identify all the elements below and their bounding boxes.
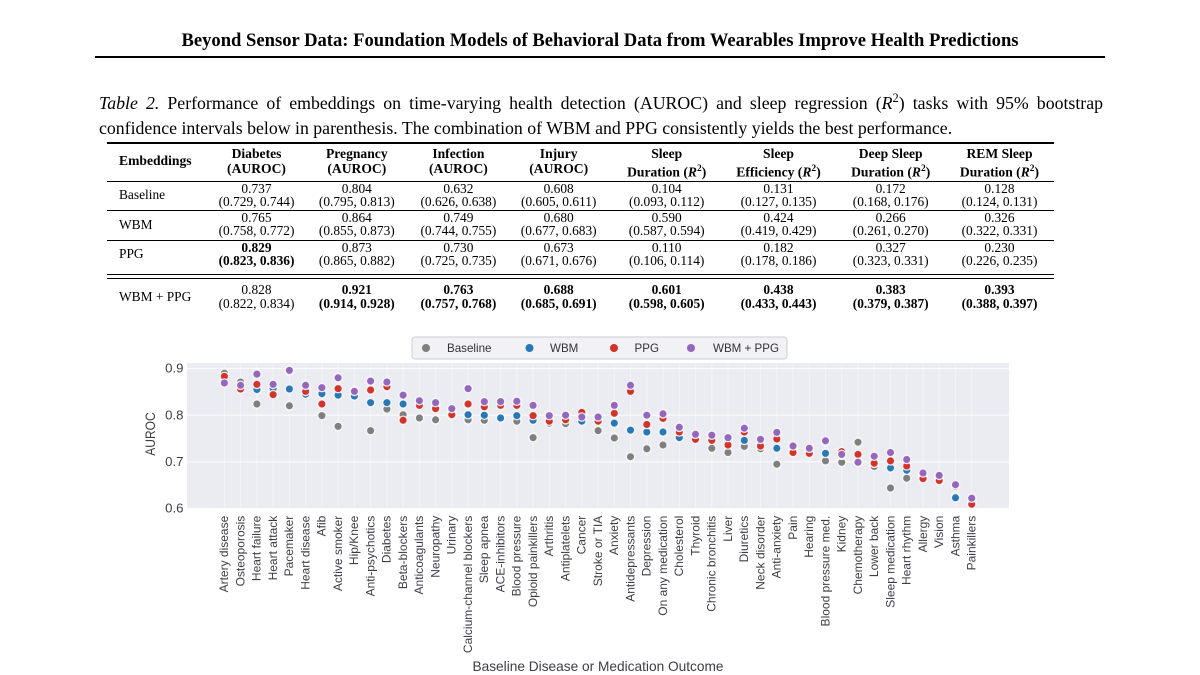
svg-text:Chemotherapy: Chemotherapy xyxy=(851,516,865,595)
svg-text:Depression: Depression xyxy=(640,516,654,577)
svg-text:0.7: 0.7 xyxy=(165,454,183,469)
svg-text:Liver: Liver xyxy=(721,516,735,542)
svg-text:Kidney: Kidney xyxy=(835,516,849,553)
svg-text:Sleep apnea: Sleep apnea xyxy=(477,515,491,583)
svg-text:ACE-inhibitors: ACE-inhibitors xyxy=(493,516,507,593)
svg-text:Hip/Knee: Hip/Knee xyxy=(347,515,361,565)
svg-text:Artery disease: Artery disease xyxy=(217,515,231,592)
svg-text:Heart attack: Heart attack xyxy=(266,515,280,581)
svg-text:0.9: 0.9 xyxy=(165,361,183,376)
svg-text:Heart rhythm: Heart rhythm xyxy=(900,516,914,585)
svg-text:Afib: Afib xyxy=(315,515,329,536)
svg-text:Anticoagulants: Anticoagulants xyxy=(412,516,426,595)
svg-text:Sleep medication: Sleep medication xyxy=(883,516,897,608)
svg-text:Pacemaker: Pacemaker xyxy=(282,516,296,577)
svg-text:Asthma: Asthma xyxy=(948,515,962,556)
svg-text:Diuretics: Diuretics xyxy=(737,516,751,563)
svg-text:Beta-blockers: Beta-blockers xyxy=(396,516,410,589)
svg-text:Hearing: Hearing xyxy=(802,516,816,558)
svg-text:Cholesterol: Cholesterol xyxy=(672,516,686,577)
svg-text:Antiplatelets: Antiplatelets xyxy=(558,516,572,581)
svg-text:Blood pressure: Blood pressure xyxy=(510,515,524,596)
svg-text:Lower back: Lower back xyxy=(867,515,881,577)
svg-text:Vision: Vision xyxy=(932,516,946,548)
svg-text:Active smoker: Active smoker xyxy=(331,516,345,591)
svg-text:Urinary: Urinary xyxy=(445,516,459,555)
svg-text:Heart disease: Heart disease xyxy=(298,515,312,589)
svg-text:Neck disorder: Neck disorder xyxy=(753,516,767,590)
svg-text:AUROC: AUROC xyxy=(143,412,158,456)
svg-text:Baseline: Baseline xyxy=(447,342,491,355)
svg-text:Neuropathy: Neuropathy xyxy=(428,516,442,578)
svg-text:Anti-anxiety: Anti-anxiety xyxy=(770,516,784,579)
svg-text:Anti-psychotics: Anti-psychotics xyxy=(363,516,377,597)
svg-text:Opioid painkillers: Opioid painkillers xyxy=(526,516,540,607)
svg-text:PPG: PPG xyxy=(635,342,659,355)
svg-text:Blood pressure med.: Blood pressure med. xyxy=(818,516,832,627)
svg-text:Heart failure: Heart failure xyxy=(250,515,264,581)
svg-text:Pain: Pain xyxy=(786,516,800,540)
svg-text:WBM: WBM xyxy=(550,342,578,355)
svg-text:Antidepressants: Antidepressants xyxy=(623,516,637,602)
svg-text:WBM + PPG: WBM + PPG xyxy=(713,342,779,355)
svg-text:0.8: 0.8 xyxy=(165,407,183,422)
svg-text:Diabetes: Diabetes xyxy=(380,516,394,563)
svg-text:On any medication: On any medication xyxy=(656,516,670,616)
svg-text:Chronic bronchitis: Chronic bronchitis xyxy=(705,516,719,612)
svg-text:Thyroid: Thyroid xyxy=(688,516,702,556)
svg-text:0.6: 0.6 xyxy=(165,501,183,516)
svg-text:Painkillers: Painkillers xyxy=(965,516,979,571)
svg-text:Allergy: Allergy xyxy=(916,516,930,553)
svg-text:Baseline Disease or Medication: Baseline Disease or Medication Outcome xyxy=(472,659,723,674)
svg-text:Osteoporosis: Osteoporosis xyxy=(233,516,247,587)
svg-text:Anxiety: Anxiety xyxy=(607,516,621,555)
svg-text:Calcium-channel blockers: Calcium-channel blockers xyxy=(461,516,475,653)
svg-text:Stroke or TIA: Stroke or TIA xyxy=(591,516,605,586)
svg-text:Cancer: Cancer xyxy=(575,516,589,555)
svg-text:Arthritis: Arthritis xyxy=(542,516,556,557)
